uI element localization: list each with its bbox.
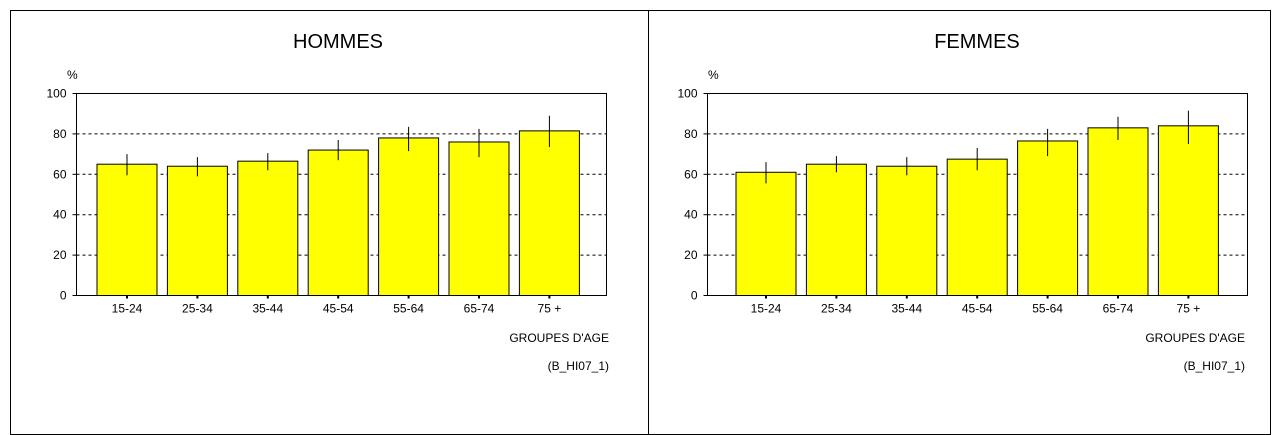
x-tick-label: 15-24 [751,302,782,316]
x-tick-label: 55-64 [1032,302,1063,316]
x-tick-labels: 15-24 25-34 35-44 45-54 55-64 65-74 75 + [112,295,562,316]
chart-panel-hommes: HOMMES % 0 20 40 60 80 100 15-24 25-34 35-44 45-… [46,31,609,373]
y-tick-label: 100 [677,87,697,101]
x-tick-label: 25-34 [821,302,852,316]
bar [1017,140,1079,296]
x-tick-label: 65-74 [464,302,495,316]
x-tick-label: 35-44 [252,302,283,316]
chart-title: FEMMES [934,31,1020,53]
x-tick-label: 65-74 [1103,302,1134,316]
x-tick-label: 15-24 [112,302,143,316]
y-tick-label: 80 [684,127,698,141]
bar [378,137,440,296]
x-tick-label: 25-34 [182,302,213,316]
x-tick-label: 45-54 [962,302,993,316]
bars [735,125,1219,296]
y-tick-label: 20 [53,248,67,262]
chart-title: HOMMES [293,31,383,53]
y-tick-label: 60 [684,167,698,181]
bar [1157,125,1219,296]
x-tick-label: 55-64 [393,302,424,316]
bars [96,130,580,296]
error-bars [126,115,550,177]
x-axis-label: GROUPES D'AGE [509,331,609,345]
chart-source-code: (B_HI07_1) [548,359,609,373]
x-axis-label: GROUPES D'AGE [1145,331,1245,345]
bar [237,160,299,296]
y-axis-unit-label: % [708,68,719,82]
bar [805,163,867,296]
bar [946,158,1008,296]
y-tick-label: 20 [684,248,698,262]
y-tick-label: 40 [53,208,67,222]
plot-area-frame [76,93,607,296]
y-axis-unit-label: % [67,68,78,82]
y-tick-label: 0 [60,289,67,303]
x-tick-label: 35-44 [891,302,922,316]
bar [166,165,228,296]
y-tick-label: 40 [684,208,698,222]
bar [735,171,797,296]
bar [448,141,510,296]
x-tick-labels: 15-24 25-34 35-44 45-54 55-64 65-74 75 + [751,295,1201,316]
chart-source-code: (B_HI07_1) [1184,359,1245,373]
y-tick-label: 100 [46,87,66,101]
error-bars [765,110,1189,184]
bar [307,149,369,296]
y-ticks: 0 20 40 60 80 100 [677,87,708,303]
y-tick-label: 60 [53,167,67,181]
bar [876,165,938,296]
chart-panel-femmes: FEMMES % 0 20 40 60 80 100 15-24 25-34 35-44 45-… [677,31,1248,373]
plot-area-frame [707,93,1248,296]
y-ticks: 0 20 40 60 80 100 [46,87,77,303]
bar [1087,127,1149,296]
x-tick-label: 75 + [538,302,562,316]
x-tick-label: 75 + [1177,302,1201,316]
y-tick-label: 0 [691,289,698,303]
x-tick-label: 45-54 [323,302,354,316]
bar [96,163,158,296]
bar [518,130,580,296]
y-tick-label: 80 [53,127,67,141]
